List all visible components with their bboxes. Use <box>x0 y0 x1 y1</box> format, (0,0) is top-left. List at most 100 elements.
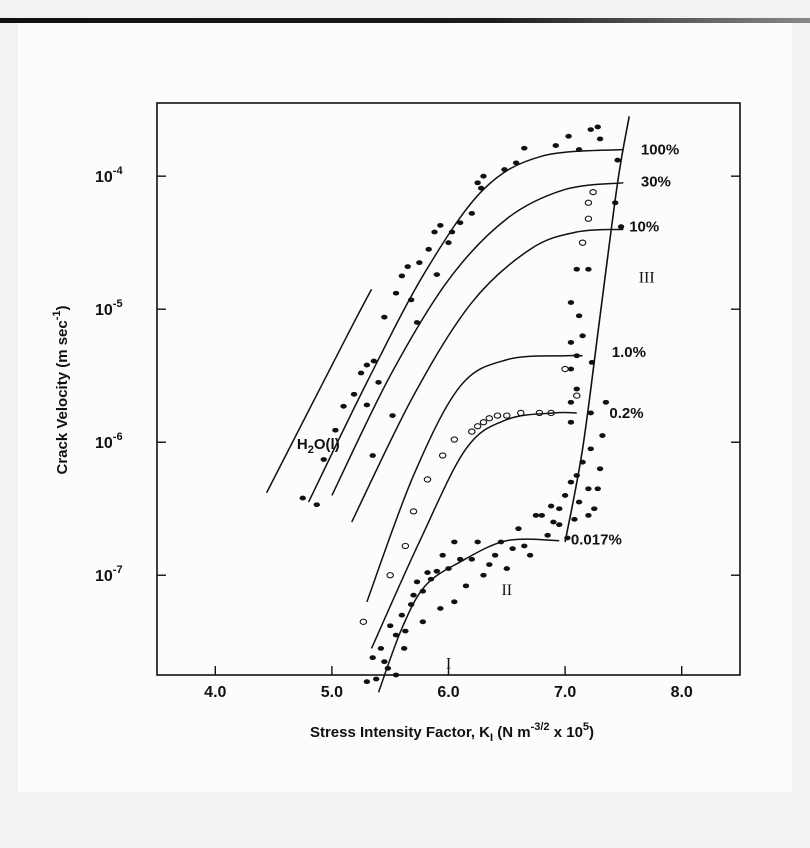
data-point-filled <box>427 576 435 582</box>
data-point-filled <box>377 645 385 651</box>
data-point-open <box>386 572 394 579</box>
data-point-filled <box>547 503 555 509</box>
data-point-filled <box>373 676 380 682</box>
data-point-filled <box>474 180 481 186</box>
data-point-filled <box>567 340 575 345</box>
data-point-filled <box>501 167 508 172</box>
y-axis-title: Crack Velocity (m sec-1) <box>51 305 71 474</box>
data-points <box>299 124 625 685</box>
series-lines <box>265 116 631 693</box>
data-point-filled <box>389 413 396 419</box>
data-point-filled <box>544 532 551 538</box>
data-point-filled <box>587 410 594 416</box>
data-point-filled <box>573 386 580 392</box>
data-point-filled <box>596 466 604 472</box>
data-point-filled <box>491 552 499 558</box>
data-point-filled <box>575 499 583 505</box>
data-point-filled <box>431 229 438 235</box>
data-point-filled <box>369 453 376 458</box>
data-point-open <box>561 365 569 373</box>
data-point-filled <box>392 632 400 638</box>
data-point-filled <box>413 579 421 585</box>
data-point-filled <box>392 290 400 296</box>
series-curve <box>377 538 560 693</box>
scanned-sheet <box>18 20 792 792</box>
data-point-open <box>493 412 502 419</box>
data-point-filled <box>512 160 520 166</box>
data-point-open <box>485 415 494 422</box>
data-point-filled <box>445 240 452 246</box>
data-point-filled <box>561 493 569 498</box>
data-point-filled <box>451 539 458 545</box>
data-point-filled <box>588 359 596 365</box>
data-point-filled <box>320 457 327 462</box>
region-label: III <box>639 270 655 287</box>
series-curve <box>370 411 577 649</box>
data-point-open <box>359 618 368 625</box>
data-point-filled <box>445 566 452 571</box>
curve-label: 100% <box>641 142 679 159</box>
data-point-filled <box>585 266 592 272</box>
data-point-filled <box>567 479 575 485</box>
data-point-filled <box>439 552 446 558</box>
curve-label: 0.017% <box>571 531 622 548</box>
data-point-filled <box>392 672 400 678</box>
data-point-filled <box>567 300 575 305</box>
data-point-open <box>584 199 593 206</box>
curve-label: 1.0% <box>612 344 646 361</box>
data-point-filled <box>587 446 594 452</box>
data-point-filled <box>400 645 408 651</box>
data-point-filled <box>350 391 358 397</box>
data-point-filled <box>407 297 415 303</box>
data-point-filled <box>363 679 371 685</box>
data-point-filled <box>299 495 306 501</box>
data-point-open <box>578 239 587 246</box>
data-point-open <box>450 436 459 443</box>
data-point-filled <box>474 539 481 545</box>
data-point-filled <box>526 552 534 558</box>
data-point-filled <box>416 260 423 266</box>
data-point-filled <box>370 358 378 364</box>
data-point-filled <box>521 543 528 549</box>
data-point-filled <box>425 246 432 252</box>
data-point-filled <box>407 602 415 607</box>
data-point-filled <box>538 512 545 518</box>
data-point-filled <box>567 399 575 405</box>
data-point-filled <box>424 570 431 575</box>
data-point-filled <box>433 272 441 277</box>
series-curve <box>366 354 583 603</box>
data-point-filled <box>398 273 406 279</box>
data-point-filled <box>387 623 394 629</box>
x-tick-label: 8.0 <box>671 684 693 701</box>
data-point-filled <box>503 566 510 571</box>
data-point-open <box>547 409 555 417</box>
data-point-filled <box>565 133 572 139</box>
data-point-filled <box>480 173 487 179</box>
data-point-filled <box>398 612 406 618</box>
data-point-filled <box>468 556 476 562</box>
data-point-filled <box>594 124 601 130</box>
data-point-filled <box>419 619 427 625</box>
data-point-filled <box>404 264 411 270</box>
data-point-filled <box>515 526 522 532</box>
data-point-filled <box>437 222 444 228</box>
axis-ticks: 4.0 5.0 6.0 7.0 8.0 10-4 10-5 10-6 10-7 <box>95 165 740 701</box>
data-point-filled <box>448 229 456 235</box>
data-point-filled <box>497 539 505 545</box>
data-point-open <box>438 452 447 459</box>
data-point-filled <box>363 402 371 408</box>
x-tick-label: 5.0 <box>321 684 343 701</box>
data-point-filled <box>552 143 559 148</box>
curve-label: 10% <box>629 219 659 236</box>
data-point-filled <box>363 362 371 368</box>
x-tick-label: 6.0 <box>437 684 459 701</box>
data-point-filled <box>614 157 621 163</box>
data-point-filled <box>556 506 563 512</box>
data-point-filled <box>585 512 592 518</box>
data-point-open <box>589 188 597 196</box>
data-point-filled <box>340 403 347 409</box>
data-point-filled <box>480 572 487 578</box>
